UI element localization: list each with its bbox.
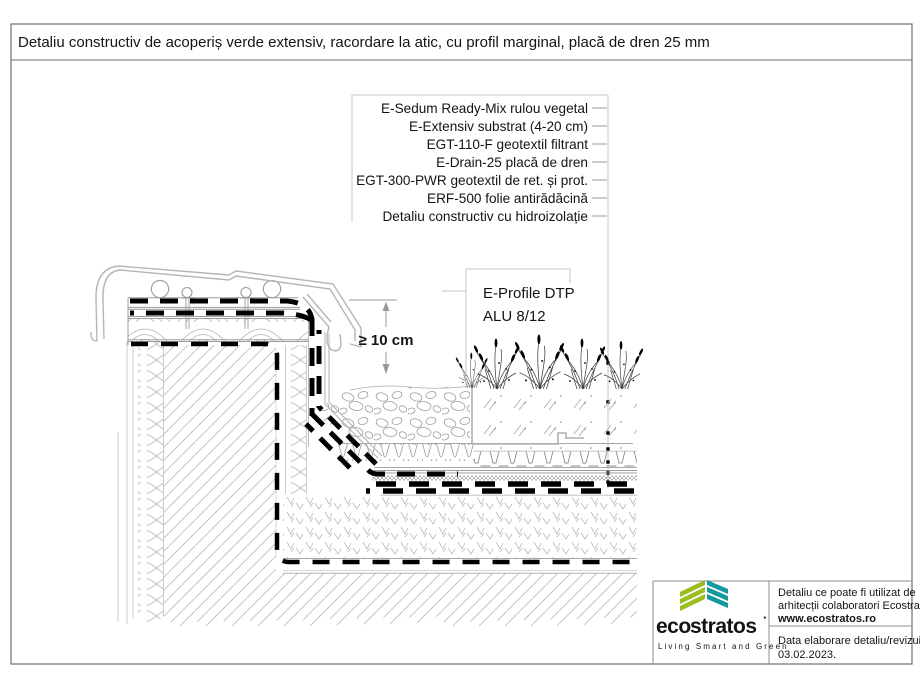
profile-callout: E-Profile DTP ALU 8/12 bbox=[442, 268, 575, 388]
logo-tagline: Living Smart and Green bbox=[658, 642, 789, 651]
page-title: Detaliu constructiv de acoperiș verde ex… bbox=[18, 34, 710, 51]
vapour-barrier bbox=[131, 341, 637, 565]
title-block: eco stratos · Living Smart and Green Det… bbox=[652, 580, 920, 664]
legend-item: E-Sedum Ready-Mix rulou vegetal bbox=[381, 101, 588, 116]
ecostratos-logo-icon bbox=[680, 580, 728, 611]
legend-item: Detaliu constructiv cu hidroizolație bbox=[382, 209, 588, 224]
legend-item: EGT-110-F geotextil filtrant bbox=[427, 137, 589, 152]
parapet-interior-insulation bbox=[286, 345, 306, 494]
section-break-edge bbox=[110, 614, 641, 648]
logo-trademark: · bbox=[763, 610, 767, 625]
logo-eco-text: eco bbox=[656, 615, 691, 638]
legend: E-Sedum Ready-Mix rulou vegetal E-Extens… bbox=[351, 94, 610, 488]
metal-coping bbox=[90, 265, 362, 352]
usage-note-line2: arhitecții colaboratori Ecostratos. bbox=[778, 600, 920, 612]
section-drawing bbox=[90, 265, 645, 648]
thermal-insulation bbox=[283, 496, 637, 558]
profile-callout-line2: ALU 8/12 bbox=[483, 308, 546, 325]
dimension-annotation: ≥ 10 cm bbox=[349, 299, 414, 374]
revision-label: Data elaborare detaliu/revizuire: bbox=[778, 635, 920, 647]
legend-item: E-Drain-25 placă de dren bbox=[436, 155, 588, 170]
page-frame bbox=[10, 23, 913, 665]
geotextile-layers bbox=[324, 332, 637, 481]
revision-date: 03.02.2023. bbox=[778, 649, 836, 661]
usage-note-line1: Detaliu ce poate fi utilizat de bbox=[778, 587, 916, 599]
alu-edge-profile bbox=[471, 386, 584, 445]
legend-leader-stubs bbox=[592, 107, 607, 217]
substrate-layer bbox=[474, 388, 637, 451]
dimension-text: ≥ 10 cm bbox=[359, 332, 414, 349]
parapet-exterior-insulation bbox=[138, 341, 163, 626]
membrane-hydroizolatie bbox=[130, 298, 637, 494]
exterior-render-lines bbox=[117, 341, 164, 626]
vegetation bbox=[454, 333, 645, 390]
title-block-notes: Detaliu ce poate fi utilizat de arhitecț… bbox=[777, 587, 920, 661]
concrete-slab bbox=[164, 573, 637, 626]
logo-stratos-text: stratos bbox=[690, 615, 757, 638]
ecostratos-logo: eco stratos · Living Smart and Green bbox=[656, 580, 789, 651]
website-link[interactable]: www.ecostratos.ro bbox=[777, 613, 876, 625]
legend-item: EGT-300-PWR geotextil de ret. și prot. bbox=[356, 173, 588, 188]
gravel-strip bbox=[315, 385, 471, 445]
wood-blocking bbox=[127, 297, 308, 345]
parapet-masonry bbox=[164, 345, 276, 573]
legend-item: E-Extensiv substrat (4-20 cm) bbox=[409, 119, 588, 134]
profile-callout-line1: E-Profile DTP bbox=[483, 285, 575, 302]
legend-item: ERF-500 folie antirădăcină bbox=[427, 191, 588, 206]
